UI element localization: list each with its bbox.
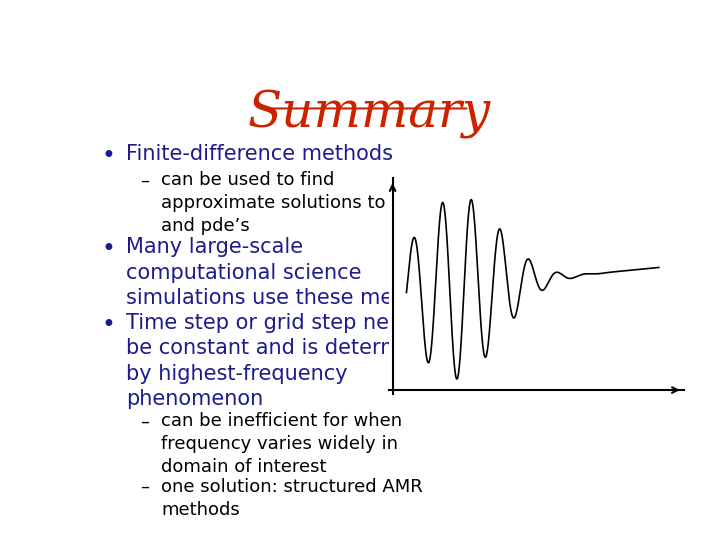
Text: can be inefficient for when
frequency varies widely in
domain of interest: can be inefficient for when frequency va… [161, 413, 402, 476]
Text: •: • [101, 237, 115, 261]
Text: one solution: structured AMR
methods: one solution: structured AMR methods [161, 478, 423, 519]
Text: –: – [140, 413, 149, 430]
Text: Many large-scale
computational science
simulations use these methods: Many large-scale computational science s… [126, 237, 451, 308]
Text: –: – [140, 171, 149, 189]
Text: –: – [140, 478, 149, 496]
Text: Time step or grid step needs to
be constant and is determined
by highest-frequen: Time step or grid step needs to be const… [126, 313, 454, 409]
Text: •: • [101, 313, 115, 336]
Text: Summary: Summary [248, 90, 490, 139]
Text: can be used to find
approximate solutions to ode’s
and pde’s: can be used to find approximate solution… [161, 171, 441, 235]
Text: Finite-difference methods: Finite-difference methods [126, 144, 393, 164]
Text: •: • [101, 144, 115, 168]
